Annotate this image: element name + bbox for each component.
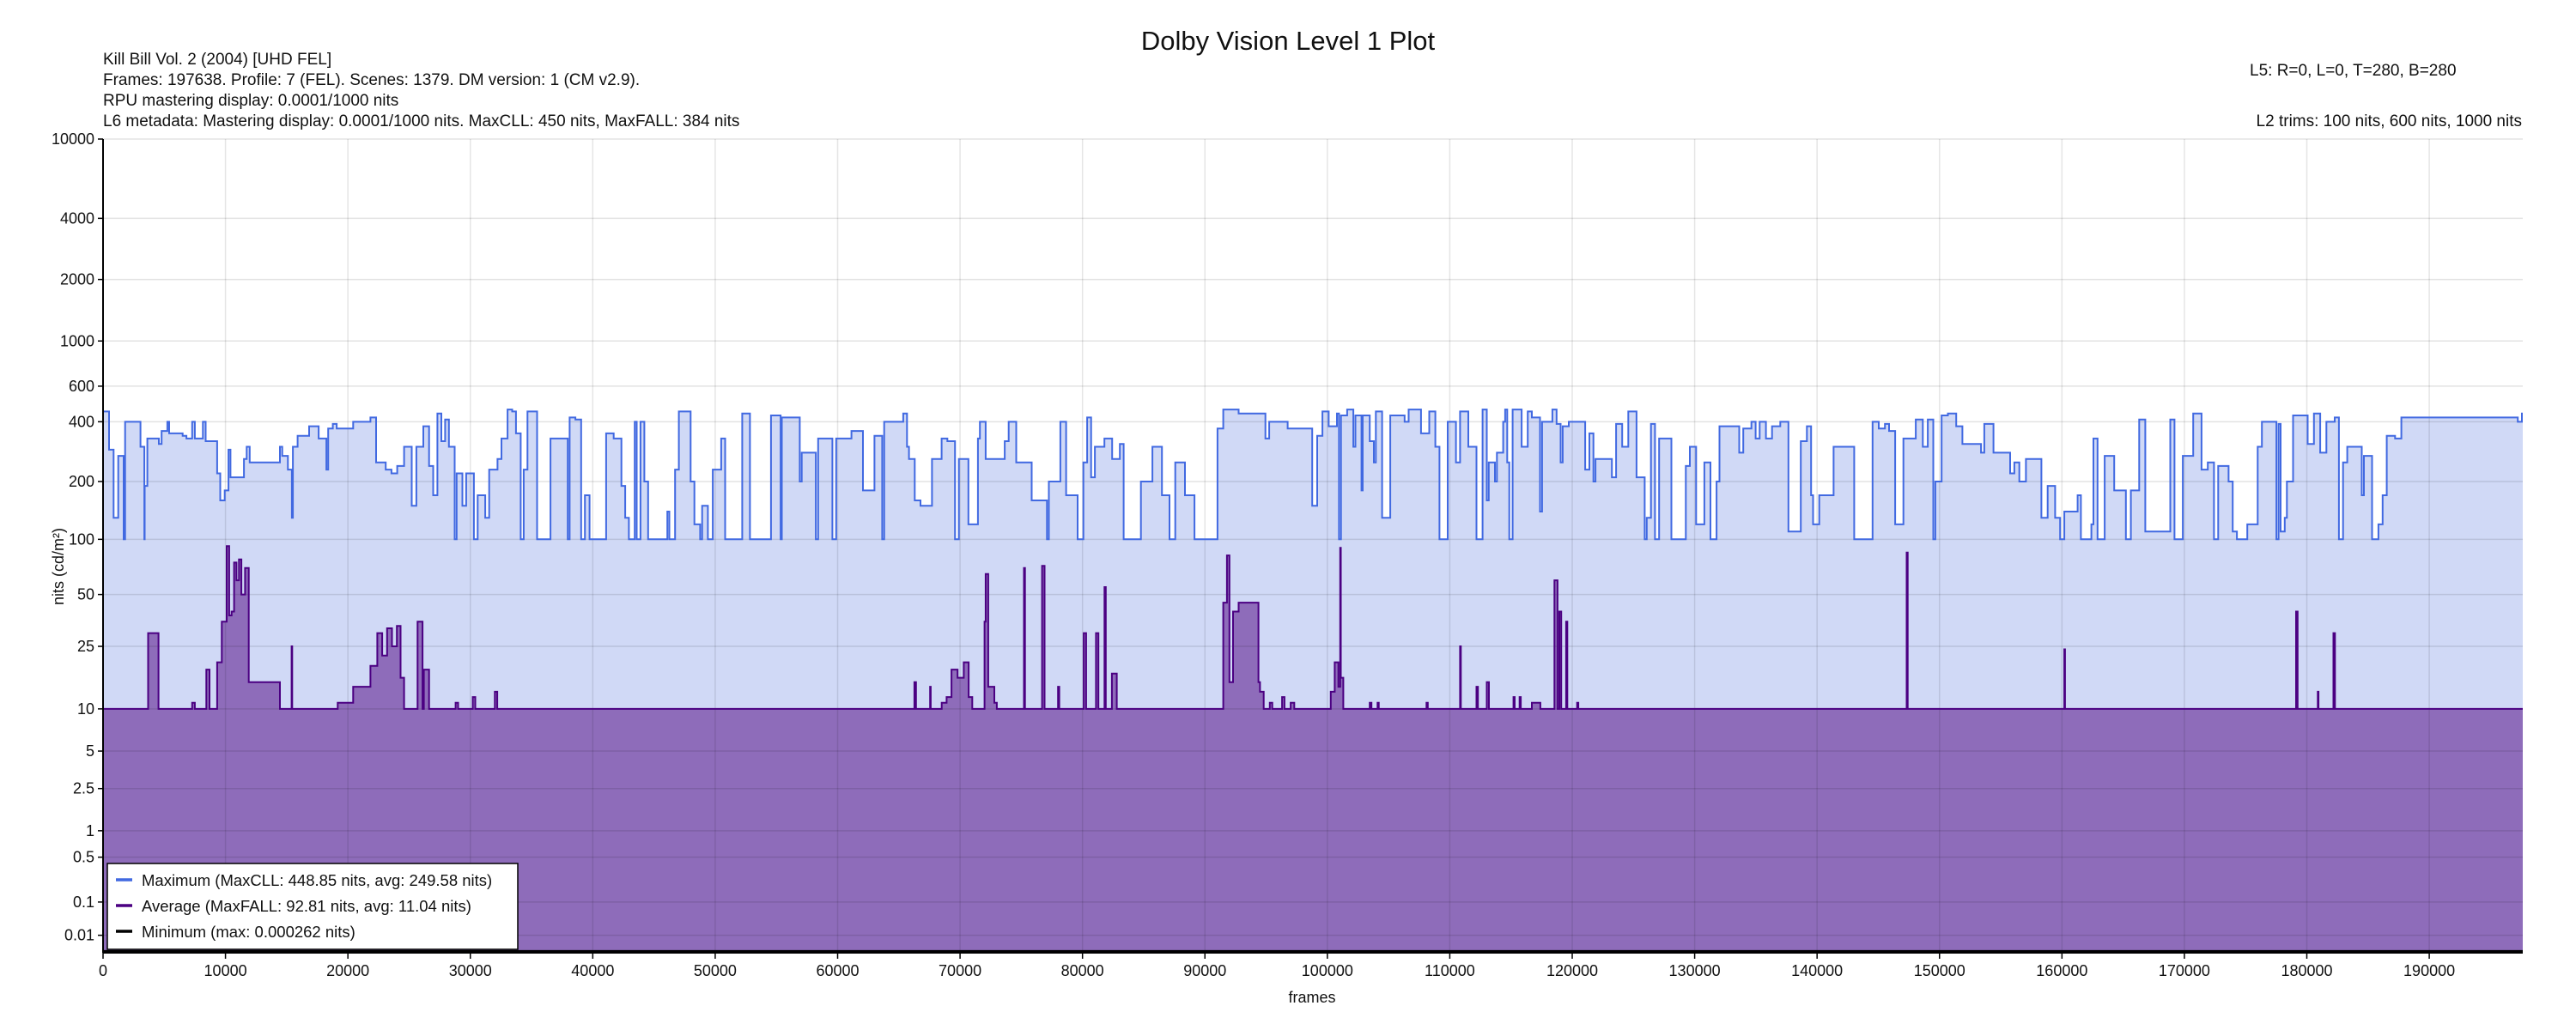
y-tick-label: 200 (69, 473, 94, 490)
y-tick-label: 600 (69, 378, 94, 395)
y-tick-label: 100 (69, 530, 94, 548)
x-axis-label: frames (1288, 989, 1335, 1006)
x-tick-label: 180000 (2281, 962, 2332, 979)
x-tick-label: 170000 (2159, 962, 2210, 979)
info-line-l6: L6 metadata: Mastering display: 0.0001/1… (103, 112, 739, 130)
legend-label-min: Minimum (max: 0.000262 nits) (142, 923, 355, 941)
series-max-line (103, 409, 2523, 541)
y-tick-label: 50 (77, 586, 94, 603)
y-tick-label: 5 (86, 742, 94, 760)
y-tick-label: 10 (77, 700, 94, 718)
x-tick-label: 90000 (1183, 962, 1226, 979)
x-tick-label: 50000 (694, 962, 737, 979)
x-tick-label: 80000 (1061, 962, 1104, 979)
y-tick-label: 4000 (60, 209, 94, 227)
legend-label-max: Maximum (MaxCLL: 448.85 nits, avg: 249.5… (142, 871, 492, 889)
series-avg-fill (103, 546, 2523, 953)
x-tick-label: 190000 (2403, 962, 2455, 979)
x-tick-label: 140000 (1791, 962, 1843, 979)
y-tick-label: 0.01 (64, 927, 94, 944)
y-tick-label: 1000 (60, 332, 94, 349)
legend-box (106, 863, 519, 950)
x-tick-label: 10000 (204, 962, 247, 979)
l2-trims-info: L2 trims: 100 nits, 600 nits, 1000 nits (2257, 112, 2522, 130)
y-tick-label: 400 (69, 413, 94, 430)
x-tick-label: 120000 (1546, 962, 1598, 979)
y-tick-label: 10000 (52, 130, 94, 148)
series-avg-line (103, 545, 2523, 710)
y-tick-label: 2000 (60, 271, 94, 288)
legend-label-avg: Average (MaxFALL: 92.81 nits, avg: 11.04… (142, 897, 471, 915)
x-tick-label: 30000 (449, 962, 492, 979)
info-line-frames: Frames: 197638. Profile: 7 (FEL). Scenes… (103, 71, 640, 89)
chart-title: Dolby Vision Level 1 Plot (1141, 26, 1436, 56)
y-tick-label: 25 (77, 638, 94, 655)
x-tick-label: 20000 (326, 962, 369, 979)
x-tick-label: 60000 (816, 962, 859, 979)
l5-info: L5: R=0, L=0, T=280, B=280 (2250, 62, 2457, 80)
y-tick-label: 0.5 (73, 849, 94, 866)
legend: Maximum (MaxCLL: 448.85 nits, avg: 249.5… (106, 863, 519, 950)
y-tick-label: 0.1 (73, 894, 94, 911)
x-tick-label: 110000 (1425, 962, 1475, 979)
info-line-title: Kill Bill Vol. 2 (2004) [UHD FEL] (103, 51, 331, 69)
info-line-rpu: RPU mastering display: 0.0001/1000 nits (103, 92, 398, 110)
y-tick-label: 2.5 (73, 780, 94, 797)
x-tick-label: 0 (99, 962, 107, 979)
y-tick-label: 1 (86, 822, 94, 839)
x-tick-label: 130000 (1669, 962, 1721, 979)
x-tick-label: 70000 (939, 962, 981, 979)
x-tick-label: 40000 (571, 962, 614, 979)
y-axis-label: nits (cd/m²) (50, 528, 67, 605)
x-tick-label: 100000 (1302, 962, 1353, 979)
x-tick-label: 160000 (2036, 962, 2087, 979)
x-tick-label: 150000 (1914, 962, 1965, 979)
